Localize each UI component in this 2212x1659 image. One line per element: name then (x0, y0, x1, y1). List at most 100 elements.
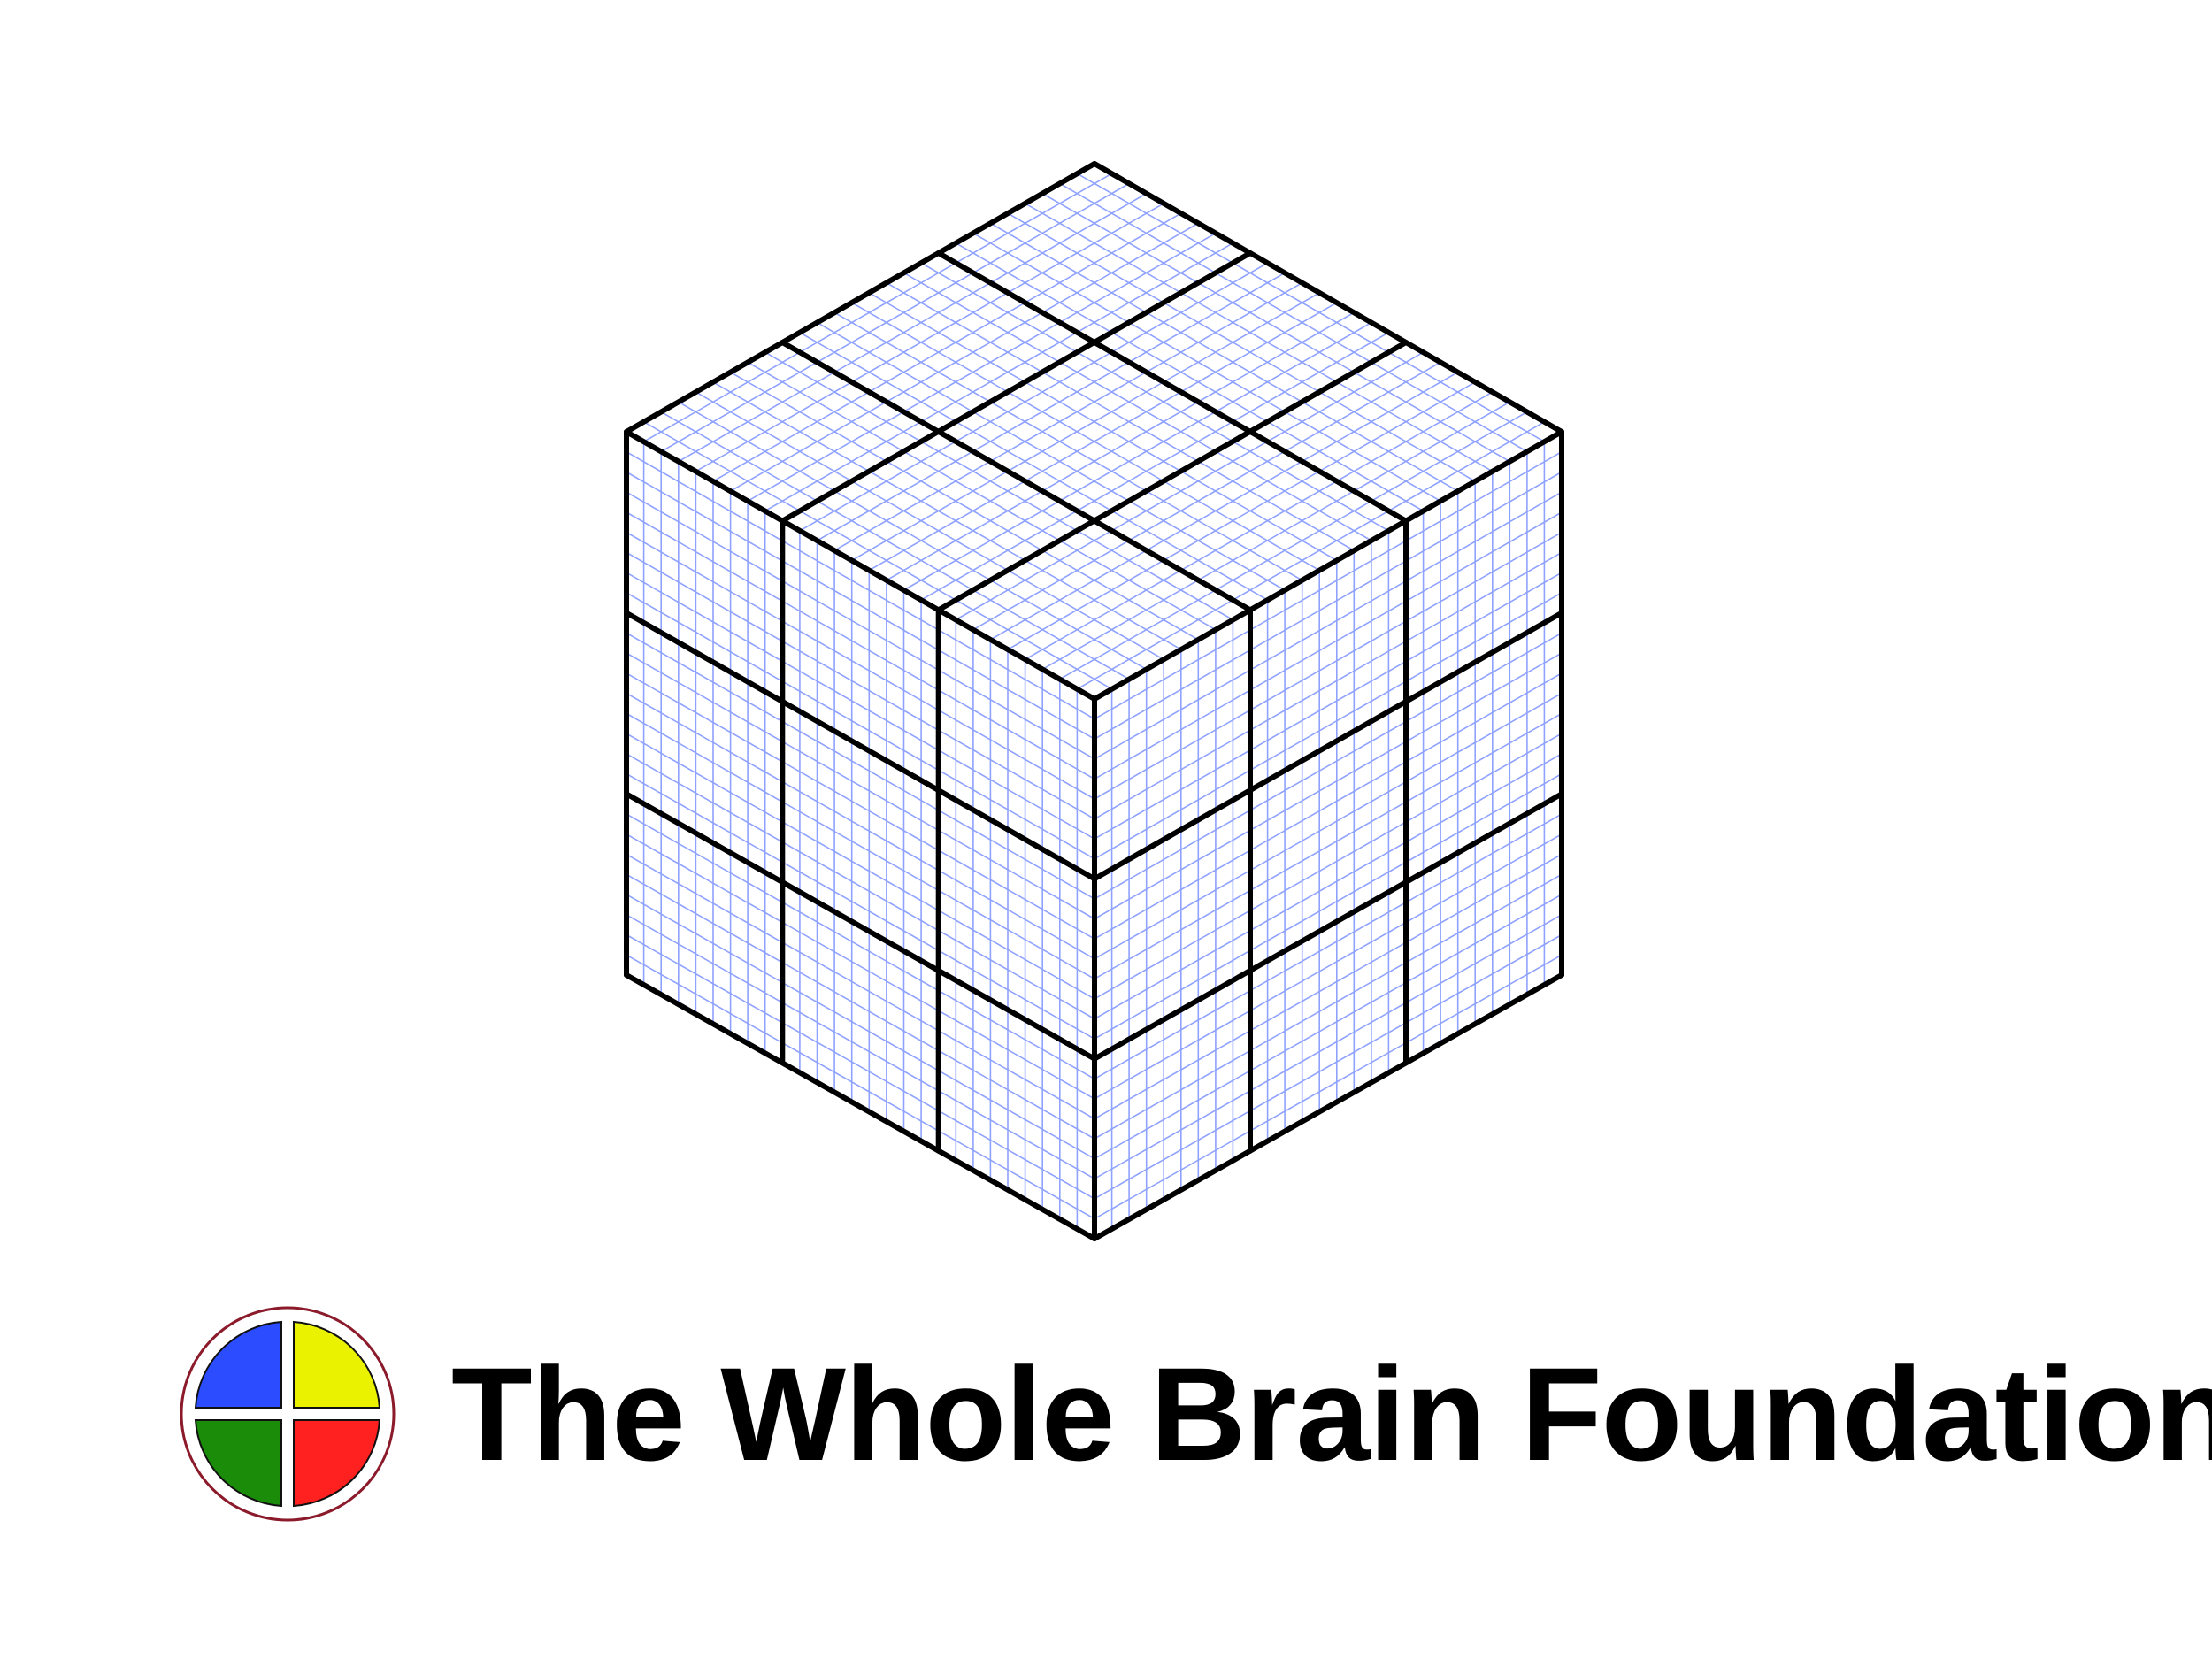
top-face-cell-divider (935, 340, 1409, 613)
cube-outer-edge (624, 972, 1097, 1241)
whole-brain-logo (180, 1306, 396, 1522)
top-face-fine-line (1041, 192, 1511, 463)
right-face-cell-divider (1092, 610, 1564, 882)
top-face-fine-line (955, 351, 1425, 621)
left-face-fine-line (626, 813, 1095, 1080)
top-face-fine-line (850, 302, 1320, 572)
top-face-fine-line (920, 331, 1390, 601)
left-face-fine-line (626, 592, 1095, 860)
top-face-fine-line (850, 292, 1320, 562)
top-face-cell-divider (780, 250, 1253, 524)
left-face-fine-line (626, 450, 1095, 720)
left-face-fine-line (626, 531, 1095, 800)
left-face-fine-line (626, 652, 1095, 920)
right-face-fine-line (1094, 652, 1563, 920)
top-face-fine-line (886, 311, 1356, 581)
cube-right-face (1092, 441, 1564, 1230)
top-face-fine-line (868, 292, 1338, 562)
top-face-fine-line (868, 302, 1338, 572)
top-face-fine-line (695, 203, 1164, 472)
top-face-fine-line (833, 281, 1303, 552)
top-face-fine-line (764, 351, 1234, 621)
logo-quadrant-red (293, 1419, 381, 1508)
cube-outer-edge (624, 161, 1097, 434)
left-face-fine-line (626, 712, 1095, 980)
top-face-fine-line (1007, 381, 1476, 650)
top-face-fine-line (989, 371, 1459, 641)
right-face-fine-line (1094, 933, 1563, 1200)
footer: The Whole Brain Foundation (177, 1299, 2212, 1529)
right-face-fine-line (1094, 632, 1563, 900)
left-face-fine-line (626, 772, 1095, 1040)
top-face-fine-line (1024, 203, 1494, 472)
logo-quadrant-blue (194, 1320, 282, 1409)
top-face-fine-line (729, 222, 1200, 492)
top-face-fine-line (1059, 411, 1528, 680)
top-face-fine-line (816, 272, 1286, 541)
top-face-fine-line (1059, 182, 1528, 453)
top-face-fine-line (660, 411, 1130, 680)
right-face-fine-line (1094, 853, 1563, 1120)
right-face-fine-line (1094, 531, 1563, 800)
top-face-fine-line (816, 321, 1286, 591)
left-face-fine-line (626, 853, 1095, 1120)
top-face-fine-line (902, 272, 1372, 541)
cube-diagram (624, 161, 1564, 1241)
organization-name: The Whole Brain Foundation (451, 1340, 2212, 1488)
top-face-fine-line (729, 371, 1200, 641)
cube-outer-edge (1092, 972, 1564, 1241)
right-face-fine-line (1094, 772, 1563, 1040)
top-face-fine-line (660, 182, 1130, 453)
left-face-fine-line (626, 954, 1095, 1220)
top-face-fine-line (677, 192, 1148, 463)
left-face-fine-line (626, 572, 1095, 840)
top-face-fine-line (712, 212, 1182, 482)
left-face-fine-line (626, 632, 1095, 900)
cube-left-face (624, 441, 1097, 1230)
cube-edge-lines (624, 161, 1564, 1241)
logo-ring (180, 1306, 396, 1522)
right-face-fine-line (1094, 833, 1563, 1100)
top-face-fine-line (972, 361, 1441, 631)
left-face-cell-divider (624, 791, 1097, 1062)
top-face-fine-line (972, 232, 1441, 503)
right-face-fine-line (1094, 873, 1563, 1140)
left-face-fine-line (626, 471, 1095, 741)
right-face-fine-line (1094, 914, 1563, 1179)
right-face-cell-divider (1092, 791, 1564, 1062)
left-face-fine-line (626, 511, 1095, 780)
cube-inner-edge (1092, 429, 1564, 702)
top-face-fine-line (695, 391, 1164, 661)
top-face-fine-line (955, 242, 1425, 512)
right-face-fine-line (1094, 954, 1563, 1220)
right-face-fine-line (1094, 592, 1563, 860)
right-face-fine-line (1094, 712, 1563, 980)
left-face-fine-line (626, 692, 1095, 960)
top-face-fine-line (799, 262, 1269, 532)
right-face-fine-line (1094, 753, 1563, 1020)
top-face-fine-line (886, 281, 1356, 552)
top-face-fine-line (920, 262, 1390, 532)
left-face-fine-line (626, 873, 1095, 1140)
top-face-fine-line (1076, 173, 1546, 443)
right-face-fine-line (1094, 450, 1563, 720)
left-face-cell-divider (624, 610, 1097, 882)
right-face-fine-line (1094, 551, 1563, 820)
top-face-fine-line (712, 381, 1182, 650)
left-face-fine-line (626, 894, 1095, 1160)
top-face-fine-line (1076, 420, 1546, 690)
left-face-fine-line (626, 914, 1095, 1179)
right-face-fine-line (1094, 491, 1563, 760)
left-face-fine-line (626, 672, 1095, 940)
left-face-fine-line (626, 733, 1095, 1000)
top-face-cell-divider (935, 250, 1409, 524)
right-face-fine-line (1094, 471, 1563, 741)
logo-quadrant-yellow (293, 1320, 381, 1409)
top-face-fine-line (642, 173, 1113, 443)
right-face-fine-line (1094, 733, 1563, 1000)
left-face-fine-line (626, 933, 1095, 1200)
left-face-fine-line (626, 753, 1095, 1020)
top-face-fine-line (764, 242, 1234, 512)
left-face-fine-line (626, 833, 1095, 1100)
left-face-fine-line (626, 551, 1095, 820)
